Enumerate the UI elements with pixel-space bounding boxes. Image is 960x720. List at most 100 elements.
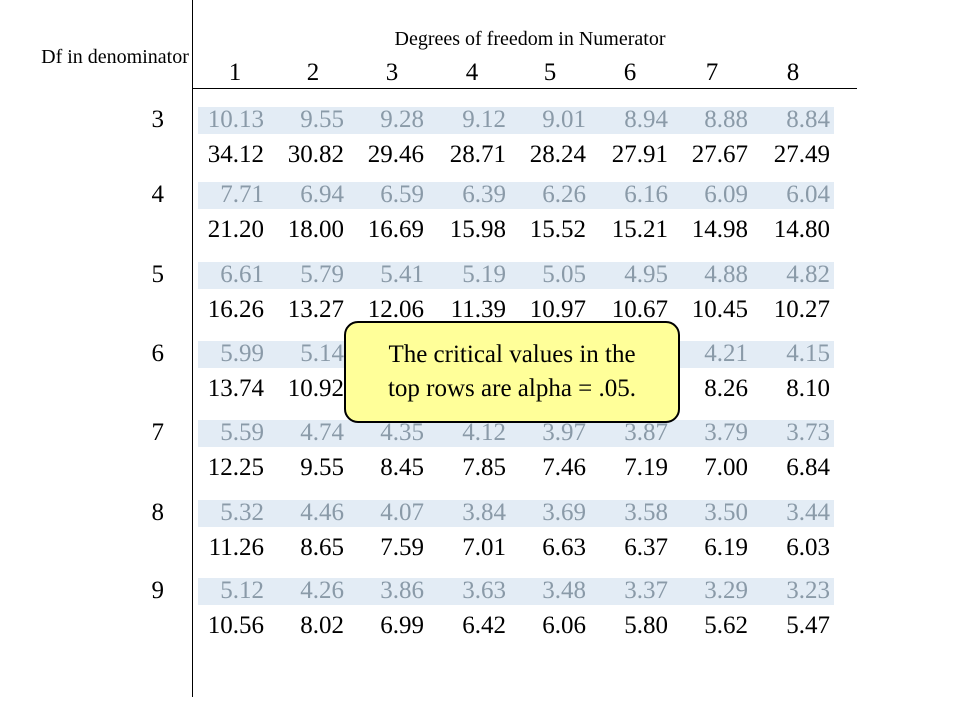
- alpha01-cell: 10.27: [773, 296, 830, 323]
- alpha01-cell: 6.19: [704, 534, 748, 561]
- alpha05-cell: 5.19: [462, 261, 506, 288]
- alpha01-cell: 6.42: [462, 612, 506, 639]
- column-header-2: 2: [306, 59, 320, 86]
- alpha01-cell: 8.10: [786, 375, 830, 402]
- alpha01-cell: 21.20: [207, 216, 264, 243]
- alpha05-cell: 5.59: [220, 419, 264, 446]
- alpha05-cell: 6.59: [380, 181, 424, 208]
- alpha05-cell: 8.88: [704, 106, 748, 133]
- alpha01-cell: 10.56: [207, 612, 264, 639]
- alpha05-band: [198, 420, 834, 447]
- alpha01-cell: 5.47: [786, 612, 830, 639]
- alpha05-cell: 3.48: [542, 577, 586, 604]
- df-row-9: 9 5.12 4.26 3.86 3.63 3.48 3.37 3.29 3.23 10.56 8.…: [0, 577, 960, 642]
- alpha01-cell: 10.92: [287, 375, 344, 402]
- alpha01-cell: 6.99: [380, 612, 424, 639]
- alpha01-cell: 27.91: [611, 141, 668, 168]
- alpha01-cell: 12.06: [367, 296, 424, 323]
- alpha01-cell: 28.24: [529, 141, 586, 168]
- alpha05-cell: 5.32: [220, 499, 264, 526]
- column-header-1: 1: [228, 59, 242, 86]
- alpha05-cell: 3.29: [704, 577, 748, 604]
- alpha01-cell: 9.55: [300, 454, 344, 481]
- row-label: 7: [151, 419, 165, 446]
- alpha05-cell: 3.86: [380, 577, 424, 604]
- alpha01-cell: 30.82: [287, 141, 344, 168]
- alpha01-cell: 7.19: [624, 454, 668, 481]
- alpha01-cell: 29.46: [367, 141, 424, 168]
- alpha05-cell: 6.61: [220, 261, 264, 288]
- alpha01-cell: 7.85: [462, 454, 506, 481]
- alpha01-cell: 8.26: [704, 375, 748, 402]
- header-divider: [192, 88, 857, 89]
- alpha05-cell: 4.88: [704, 261, 748, 288]
- alpha05-band: [198, 262, 834, 289]
- alpha-callout: The critical values in the top rows are …: [344, 321, 680, 423]
- alpha05-band: [198, 182, 834, 209]
- alpha05-cell: 3.69: [542, 499, 586, 526]
- alpha01-cell: 15.52: [529, 216, 586, 243]
- vertical-divider: [192, 0, 193, 697]
- alpha01-cell: 6.06: [542, 612, 586, 639]
- callout-line-1: The critical values in the: [388, 341, 636, 368]
- column-header-3: 3: [385, 59, 399, 86]
- column-header-4: 4: [465, 59, 479, 86]
- alpha05-cell: 3.63: [462, 577, 506, 604]
- row-label: 5: [151, 261, 165, 288]
- alpha05-cell: 10.13: [207, 106, 264, 133]
- row-label: 6: [151, 340, 165, 367]
- column-header-5: 5: [543, 59, 557, 86]
- alpha05-cell: 5.12: [220, 577, 264, 604]
- df-row-7: 7 5.59 4.74 4.35 4.12 3.97 3.87 3.79 3.73 12.25 9.…: [0, 419, 960, 484]
- alpha05-cell: 7.71: [220, 181, 264, 208]
- alpha05-cell: 9.12: [462, 106, 506, 133]
- alpha05-cell: 3.87: [624, 419, 668, 446]
- alpha05-cell: 4.12: [462, 419, 506, 446]
- alpha05-band: [198, 107, 834, 134]
- alpha01-cell: 8.02: [300, 612, 344, 639]
- alpha01-cell: 34.12: [207, 141, 264, 168]
- numerator-title: Degrees of freedom in Numerator: [394, 28, 666, 50]
- alpha05-cell: 9.55: [300, 106, 344, 133]
- row-label: 8: [151, 499, 165, 526]
- alpha01-cell: 10.97: [529, 296, 586, 323]
- row-label: 9: [151, 577, 165, 604]
- alpha01-cell: 7.01: [462, 534, 506, 561]
- alpha01-cell: 27.49: [773, 141, 830, 168]
- alpha01-cell: 6.63: [542, 534, 586, 561]
- alpha05-cell: 3.84: [462, 499, 506, 526]
- alpha01-cell: 18.00: [287, 216, 344, 243]
- alpha05-cell: 3.37: [624, 577, 668, 604]
- alpha01-cell: 14.80: [773, 216, 830, 243]
- alpha05-cell: 3.23: [786, 577, 830, 604]
- alpha05-band: [198, 500, 834, 527]
- alpha01-cell: 15.21: [611, 216, 668, 243]
- alpha01-cell: 8.45: [380, 454, 424, 481]
- alpha01-cell: 6.37: [624, 534, 668, 561]
- df-row-5: 5 6.61 5.79 5.41 5.19 5.05 4.95 4.88 4.82 16.26 13…: [0, 261, 960, 326]
- alpha05-cell: 8.84: [786, 106, 830, 133]
- row-label: 3: [151, 106, 165, 133]
- alpha01-cell: 16.26: [207, 296, 264, 323]
- alpha05-cell: 5.14: [300, 340, 344, 367]
- alpha01-cell: 11.26: [208, 534, 264, 561]
- alpha05-cell: 5.05: [542, 261, 586, 288]
- callout-line-2: top rows are alpha = .05.: [387, 375, 637, 402]
- alpha05-cell: 4.15: [786, 340, 830, 367]
- alpha05-cell: 3.73: [786, 419, 830, 446]
- alpha01-cell: 7.59: [380, 534, 424, 561]
- alpha05-cell: 3.79: [704, 419, 748, 446]
- alpha01-cell: 13.74: [207, 375, 264, 402]
- alpha05-cell: 4.46: [300, 499, 344, 526]
- alpha05-cell: 3.97: [542, 419, 586, 446]
- alpha05-cell: 3.44: [786, 499, 830, 526]
- alpha01-cell: 13.27: [287, 296, 344, 323]
- alpha05-band: [198, 578, 834, 605]
- alpha05-cell: 4.21: [704, 340, 748, 367]
- alpha01-cell: 5.80: [624, 612, 668, 639]
- alpha05-cell: 6.39: [462, 181, 506, 208]
- alpha01-cell: 15.98: [449, 216, 506, 243]
- df-row-8: 8 5.32 4.46 4.07 3.84 3.69 3.58 3.50 3.44 11.26 8.…: [0, 499, 960, 564]
- alpha05-cell: 9.28: [380, 106, 424, 133]
- alpha01-cell: 14.98: [691, 216, 748, 243]
